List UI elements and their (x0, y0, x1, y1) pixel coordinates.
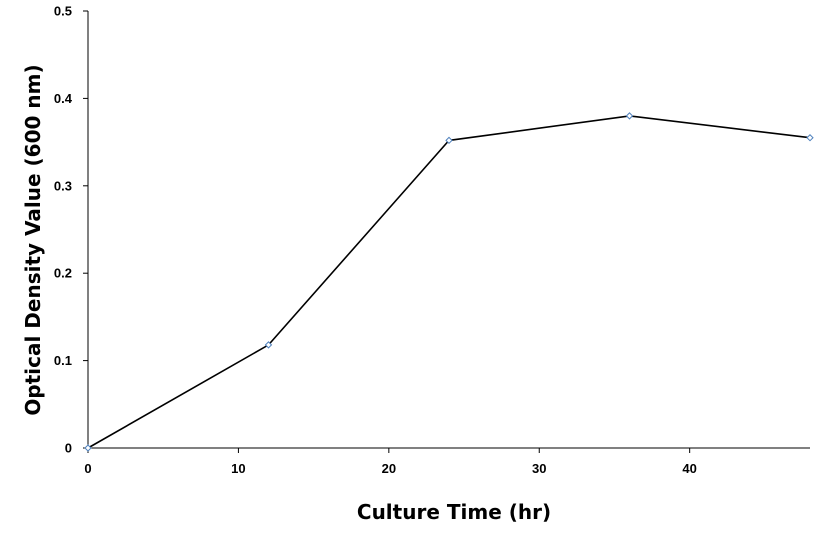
x-axis: 0 10 20 30 40 (84, 447, 810, 476)
y-tick-label: 0 (65, 441, 72, 456)
data-point (445, 136, 453, 145)
series-group (84, 112, 814, 452)
x-tick-label: 10 (231, 461, 245, 476)
y-tick-label: 0.5 (54, 4, 72, 19)
y-axis: 0 0.1 0.2 0.3 0.4 0.5 (54, 4, 89, 456)
y-axis-title: Optical Density Value (600 nm) (21, 64, 45, 415)
data-point (806, 134, 814, 142)
series-line (87, 115, 811, 449)
data-point (264, 341, 273, 349)
x-axis-title: Culture Time (hr) (357, 500, 551, 524)
x-tick-label: 30 (532, 461, 546, 476)
x-tick-label: 40 (682, 461, 696, 476)
x-tick-label: 20 (382, 461, 396, 476)
data-point (625, 112, 634, 120)
y-tick-label: 0.2 (54, 266, 72, 281)
y-tick-label: 0.1 (54, 353, 72, 368)
y-tick-label: 0.4 (54, 91, 73, 106)
x-tick-label: 0 (84, 461, 91, 476)
y-tick-label: 0.3 (54, 178, 72, 193)
data-point (84, 444, 92, 452)
